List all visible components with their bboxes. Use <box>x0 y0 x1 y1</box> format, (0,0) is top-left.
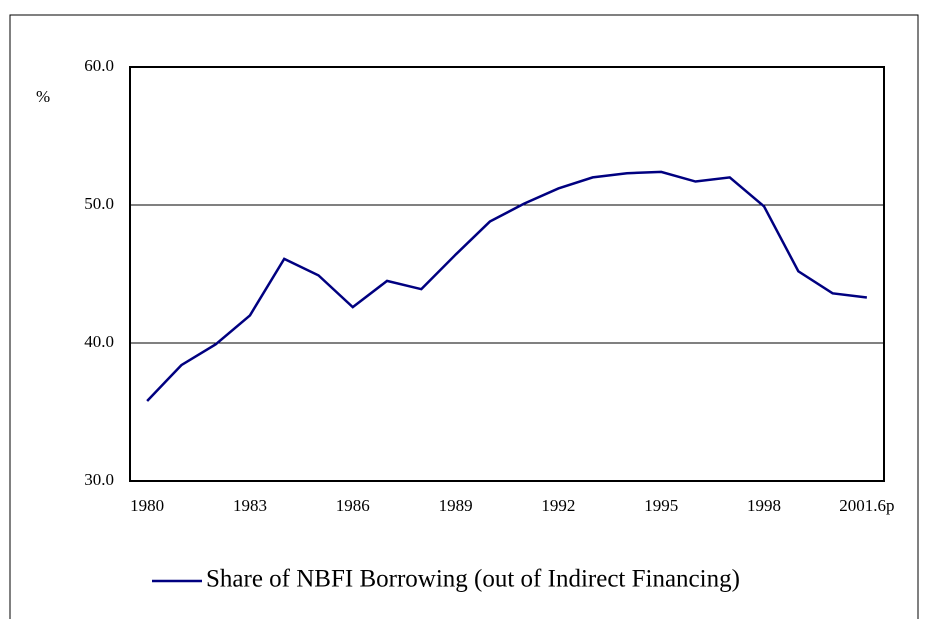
x-tick-label: 1980 <box>130 496 164 515</box>
y-axis-label: % <box>36 87 50 106</box>
data-line <box>146 170 868 402</box>
x-tick-label: 1992 <box>541 496 575 515</box>
x-tick-label: 2001.6p <box>839 496 894 515</box>
y-tick-label: 60.0 <box>84 56 114 75</box>
x-tick-label: 1989 <box>439 496 473 515</box>
x-tick-label: 1986 <box>336 496 370 515</box>
y-tick-label: 50.0 <box>84 194 114 213</box>
legend-label: Share of NBFI Borrowing (out of Indirect… <box>206 566 740 593</box>
x-tick-label: 1998 <box>747 496 781 515</box>
y-tick-label: 40.0 <box>84 332 114 351</box>
y-tick-label: 30.0 <box>84 470 114 489</box>
plot-frame <box>129 66 885 482</box>
x-tick-label: 1995 <box>644 496 678 515</box>
outer-frame <box>9 14 919 619</box>
x-tick-label: 1983 <box>233 496 267 515</box>
